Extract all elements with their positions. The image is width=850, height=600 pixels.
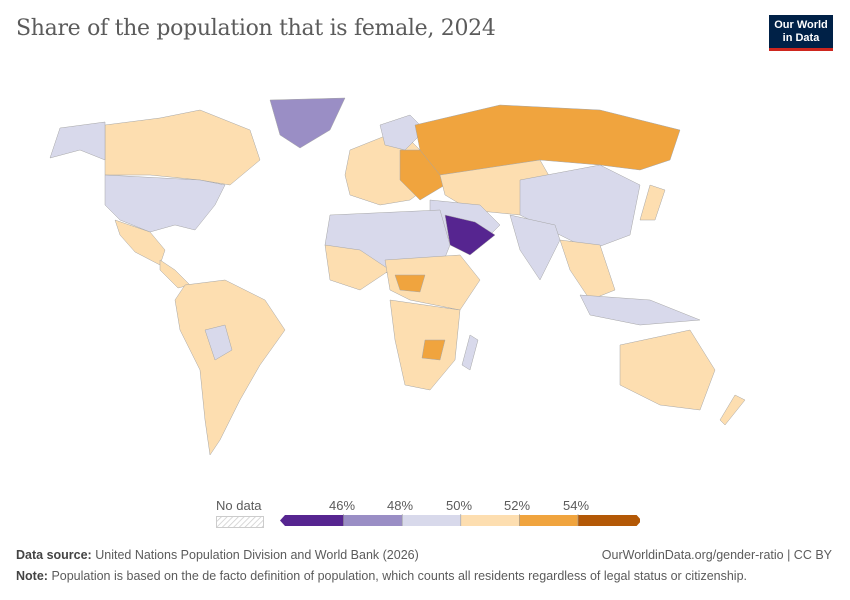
legend-bin[interactable] xyxy=(343,515,403,526)
region-bolivia xyxy=(204,324,233,361)
region-new-zealand xyxy=(719,394,746,426)
legend-tick: 52% xyxy=(503,498,531,513)
legend-tick: 54% xyxy=(562,498,590,513)
logo-line1: Our World xyxy=(774,19,828,31)
legend-bin[interactable] xyxy=(280,515,344,526)
legend-tick: 46% xyxy=(328,498,356,513)
region-scandinavia xyxy=(379,114,426,151)
note-text: Population is based on the de facto defi… xyxy=(51,569,748,583)
region-japan xyxy=(639,184,666,221)
legend-bin[interactable] xyxy=(460,515,520,526)
legend-tick: 48% xyxy=(386,498,414,513)
source-url[interactable]: OurWorldinData.org/gender-ratio | CC BY xyxy=(601,548,832,562)
region-canada xyxy=(104,109,261,186)
region-australia xyxy=(619,329,716,411)
region-greenland xyxy=(269,97,346,149)
region-madagascar xyxy=(461,334,479,371)
legend-bin[interactable] xyxy=(578,515,640,526)
world-map[interactable] xyxy=(0,90,850,490)
owid-logo[interactable]: Our World in Data xyxy=(769,15,833,51)
region-west-africa xyxy=(324,244,391,291)
legend-tick: 50% xyxy=(445,498,473,513)
logo-line2: in Data xyxy=(782,32,820,44)
region-south-sudan xyxy=(394,274,426,293)
region-south-america xyxy=(174,279,286,456)
region-central-america xyxy=(159,259,191,289)
region-zimbabwe xyxy=(421,339,446,361)
region-russia xyxy=(414,104,681,176)
legend-no-data-label: No data xyxy=(216,498,262,513)
legend-bin[interactable] xyxy=(402,515,461,526)
region-india xyxy=(509,214,561,281)
region-alaska xyxy=(49,121,106,161)
source-label: Data source: xyxy=(16,548,92,562)
chart-title: Share of the population that is female, … xyxy=(16,16,496,41)
region-southeast-asia xyxy=(559,239,616,301)
source-text: United Nations Population Division and W… xyxy=(95,548,419,562)
legend-color-scale[interactable] xyxy=(280,514,640,530)
legend-no-data-swatch xyxy=(216,516,264,528)
note-label: Note: xyxy=(16,569,48,583)
region-usa xyxy=(104,174,226,233)
data-source: Data source: United Nations Population D… xyxy=(16,548,419,562)
note: Note: Population is based on the de fact… xyxy=(16,569,747,583)
region-indonesia xyxy=(579,294,701,326)
legend-bin[interactable] xyxy=(519,515,578,526)
region-arabian-gulf xyxy=(444,214,496,256)
